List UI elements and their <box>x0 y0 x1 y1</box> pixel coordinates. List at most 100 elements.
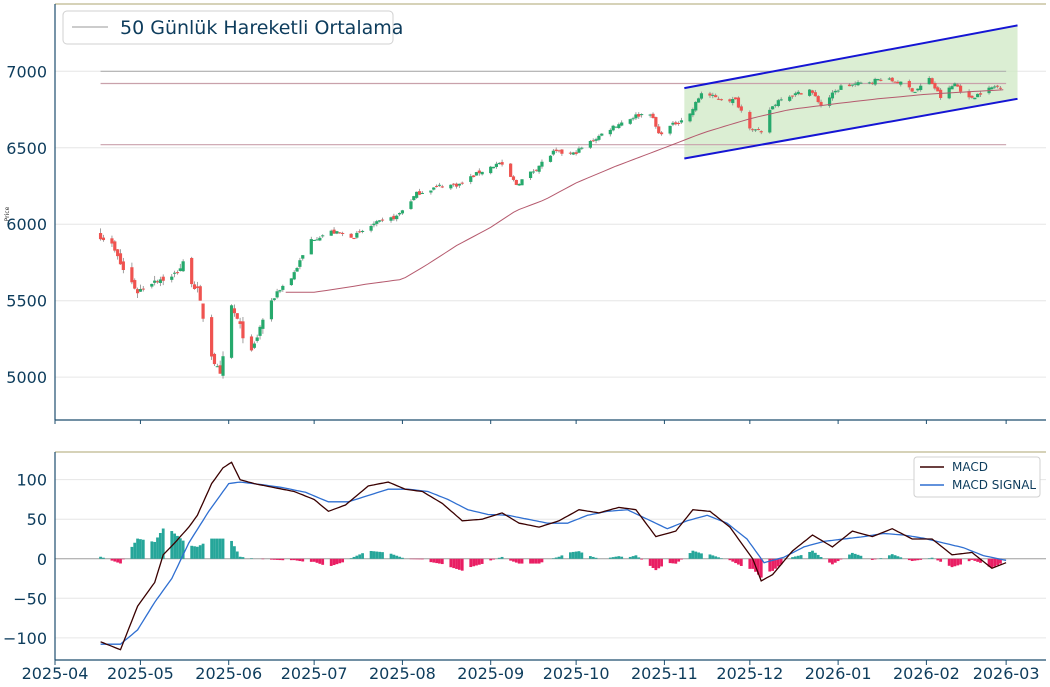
histogram-bar-positive <box>236 551 239 558</box>
histogram-bar-negative <box>515 559 518 563</box>
histogram-bar-negative <box>290 559 293 560</box>
candle-down <box>811 90 814 92</box>
histogram-bar-positive <box>575 552 578 559</box>
candle-up <box>310 239 313 254</box>
candle-up <box>617 124 620 128</box>
histogram-bar-negative <box>333 559 336 565</box>
candle-down <box>677 123 680 124</box>
candle-up <box>395 216 398 219</box>
candle-down <box>819 102 822 105</box>
histogram-bar-positive <box>99 557 102 559</box>
candle-up <box>498 163 501 164</box>
histogram-bar-negative <box>840 559 843 560</box>
histogram-bar-positive <box>894 555 897 559</box>
histogram-bar-positive <box>808 552 811 559</box>
candle-down <box>814 92 817 96</box>
candle-down <box>592 140 595 141</box>
histogram-bar-negative <box>518 559 521 564</box>
candle-up <box>953 83 956 86</box>
candle-up <box>492 167 495 168</box>
histogram-bar-positive <box>691 551 694 559</box>
candle-up <box>313 240 316 241</box>
candle-down <box>130 267 133 282</box>
histogram-bar-negative <box>911 559 914 561</box>
candle-down <box>999 88 1002 89</box>
candle-up <box>928 78 931 84</box>
candle-up <box>401 210 404 213</box>
histogram-bar-positive <box>817 555 820 559</box>
candle-down <box>979 93 982 94</box>
candle-down <box>435 186 438 187</box>
candle-down <box>760 131 763 132</box>
histogram-bar-negative <box>996 559 999 565</box>
histogram-bar-negative <box>449 559 452 567</box>
candle-down <box>654 117 657 127</box>
candle-up <box>375 221 378 224</box>
histogram-bar-negative <box>660 559 663 567</box>
candle-up <box>680 120 683 122</box>
candle-down <box>512 176 515 180</box>
histogram-bar-negative <box>953 559 956 566</box>
candle-up <box>355 233 358 238</box>
histogram-bar-negative <box>731 559 734 562</box>
candle-up <box>293 272 296 279</box>
histogram-bar-positive <box>498 558 501 559</box>
histogram-bar-negative <box>336 559 339 564</box>
candle-up <box>950 86 953 89</box>
candle-up <box>780 99 783 100</box>
histogram-bar-negative <box>654 559 657 570</box>
candle-down <box>116 249 119 256</box>
histogram-bar-negative <box>469 559 472 567</box>
histogram-bar-positive <box>150 541 153 558</box>
x-tick-label: 2025-10 <box>543 664 610 683</box>
candle-up <box>520 179 523 185</box>
candle-down <box>557 150 560 151</box>
histogram-bar-positive <box>375 552 378 559</box>
histogram-bar-positive <box>381 552 384 559</box>
histogram-bar-negative <box>341 559 344 563</box>
candle-down <box>911 88 914 91</box>
histogram-bar-negative <box>760 559 763 578</box>
candle-down <box>381 220 384 221</box>
histogram-bar-negative <box>936 559 939 561</box>
candle-up <box>449 185 452 189</box>
histogram-bar-negative <box>316 559 319 563</box>
candle-down <box>708 93 711 95</box>
candle-up <box>913 92 916 93</box>
macd-y-tick-label: −50 <box>13 589 47 608</box>
candle-down <box>99 233 102 239</box>
histogram-bar-positive <box>398 557 401 559</box>
candle-up <box>372 224 375 226</box>
candle-up <box>589 141 592 148</box>
candle-down <box>930 78 933 84</box>
histogram-bar-positive <box>814 553 817 559</box>
histogram-bar-negative <box>281 559 284 560</box>
candle-down <box>241 321 244 338</box>
histogram-bar-positive <box>395 556 398 559</box>
candle-up <box>389 217 392 220</box>
candle-up <box>609 130 612 134</box>
candle-up <box>856 82 859 85</box>
histogram-bar-positive <box>595 558 598 559</box>
candle-down <box>350 234 353 238</box>
histogram-bar-positive <box>794 556 797 558</box>
histogram-bar-positive <box>609 558 612 559</box>
histogram-bar-positive <box>102 558 105 559</box>
histogram-bar-positive <box>196 547 199 559</box>
candle-up <box>839 86 842 90</box>
histogram-bar-positive <box>854 554 857 559</box>
price-y-tick-label: 7000 <box>6 62 47 81</box>
candle-up <box>768 110 771 133</box>
histogram-bar-positive <box>697 552 700 558</box>
histogram-bar-negative <box>541 559 544 563</box>
histogram-bar-positive <box>242 557 245 559</box>
candle-up <box>612 126 615 131</box>
histogram-bar-negative <box>111 559 114 561</box>
histogram-bar-negative <box>529 559 532 564</box>
candle-down <box>717 99 720 100</box>
candle-up <box>834 91 837 92</box>
histogram-bar-positive <box>578 551 581 559</box>
histogram-bar-negative <box>968 559 971 561</box>
histogram-bar-negative <box>421 559 424 560</box>
